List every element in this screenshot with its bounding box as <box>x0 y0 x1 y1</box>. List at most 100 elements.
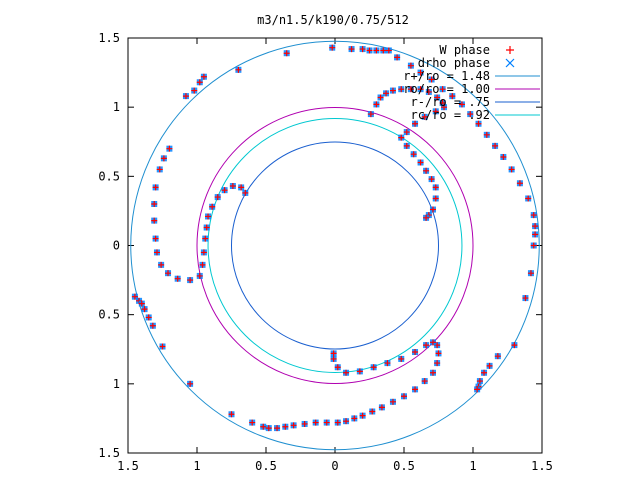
w-point <box>377 94 384 101</box>
w-point <box>200 73 207 80</box>
w-point <box>265 425 272 432</box>
w-point <box>373 101 380 108</box>
w-point <box>348 46 355 53</box>
w-point <box>403 142 410 149</box>
x-tick-label: 0 <box>331 459 338 473</box>
w-point <box>356 368 363 375</box>
w-point <box>439 86 446 93</box>
w-point <box>394 54 401 61</box>
legend-marker-plus <box>506 46 514 54</box>
w-point <box>428 176 435 183</box>
w-point <box>221 187 228 194</box>
y-tick-label: 1 <box>113 100 120 114</box>
w-point <box>432 108 439 115</box>
circle-r-0-75 <box>231 141 439 350</box>
w-point <box>283 50 290 57</box>
w-point <box>423 214 430 221</box>
w-point <box>435 350 442 357</box>
w-point <box>235 66 242 73</box>
w-point <box>389 398 396 405</box>
w-point <box>475 120 482 127</box>
w-point <box>156 166 163 173</box>
w-point <box>522 295 529 302</box>
w-point <box>196 79 203 86</box>
w-point <box>384 360 391 367</box>
legend-label: W phase <box>439 43 490 57</box>
w-point <box>343 369 350 376</box>
w-point <box>158 261 165 268</box>
circle-r-0-92 <box>207 118 463 373</box>
y-tick-label: 0.5 <box>98 308 120 322</box>
w-point <box>516 180 523 187</box>
w-point <box>330 355 337 362</box>
w-point <box>330 350 337 357</box>
w-point <box>525 195 532 202</box>
circle-r-1-48 <box>130 40 540 451</box>
w-point <box>421 378 428 385</box>
w-point <box>492 142 499 149</box>
w-point <box>228 411 235 418</box>
w-point <box>187 277 194 284</box>
w-point <box>423 342 430 349</box>
w-point <box>486 362 493 369</box>
w-point <box>242 189 249 196</box>
w-point <box>398 355 405 362</box>
w-point <box>238 184 245 191</box>
y-tick-label: 1.5 <box>98 446 120 460</box>
w-point <box>434 360 441 367</box>
w-point <box>383 90 390 97</box>
y-tick-label: 0 <box>113 239 120 253</box>
w-point <box>481 369 488 376</box>
w-point <box>380 47 387 54</box>
w-point <box>532 231 539 238</box>
x-axis-tick-labels: 1.5 1 0.5 0 0.5 1 1.5 <box>117 459 553 473</box>
w-point <box>323 419 330 426</box>
w-point <box>152 235 159 242</box>
legend-label: ro/ro = 1.00 <box>403 82 490 96</box>
x-tick-label: 1 <box>193 459 200 473</box>
x-tick-label: 0.5 <box>393 459 415 473</box>
w-point <box>359 46 366 53</box>
legend-label: r-/ro = .75 <box>411 95 490 109</box>
w-point <box>205 213 212 220</box>
y-tick-label: 1 <box>113 377 120 391</box>
w-point <box>329 44 336 51</box>
w-point <box>138 300 145 307</box>
w-point <box>165 270 172 277</box>
w-point <box>312 419 319 426</box>
w-point <box>483 131 490 138</box>
w-point <box>412 386 419 393</box>
chart-title: m3/n1.5/k190/0.75/512 <box>257 13 409 27</box>
w-point <box>366 47 373 54</box>
w-point <box>367 111 374 118</box>
w-point <box>385 47 392 54</box>
w-point <box>434 94 441 101</box>
w-point <box>432 184 439 191</box>
w-point <box>421 113 428 120</box>
w-point <box>373 47 380 54</box>
w-point <box>274 425 281 432</box>
w-point <box>398 134 405 141</box>
w-point <box>351 415 358 422</box>
w-point <box>410 151 417 158</box>
w-point <box>378 404 385 411</box>
w-point <box>182 93 189 100</box>
w-point <box>412 120 419 127</box>
w-point <box>412 349 419 356</box>
w-point <box>401 393 407 400</box>
w-point <box>260 423 267 430</box>
w-point <box>334 419 341 426</box>
w-point <box>389 87 396 94</box>
legend-marker-cross <box>505 58 515 68</box>
w-point <box>476 378 483 385</box>
w-point <box>417 159 424 166</box>
w-point <box>152 184 159 191</box>
x-tick-label: 1.5 <box>531 459 553 473</box>
w-point <box>290 422 297 429</box>
w-point <box>191 87 198 94</box>
w-point <box>428 76 435 83</box>
w-point <box>429 206 436 213</box>
w-point <box>214 194 221 201</box>
